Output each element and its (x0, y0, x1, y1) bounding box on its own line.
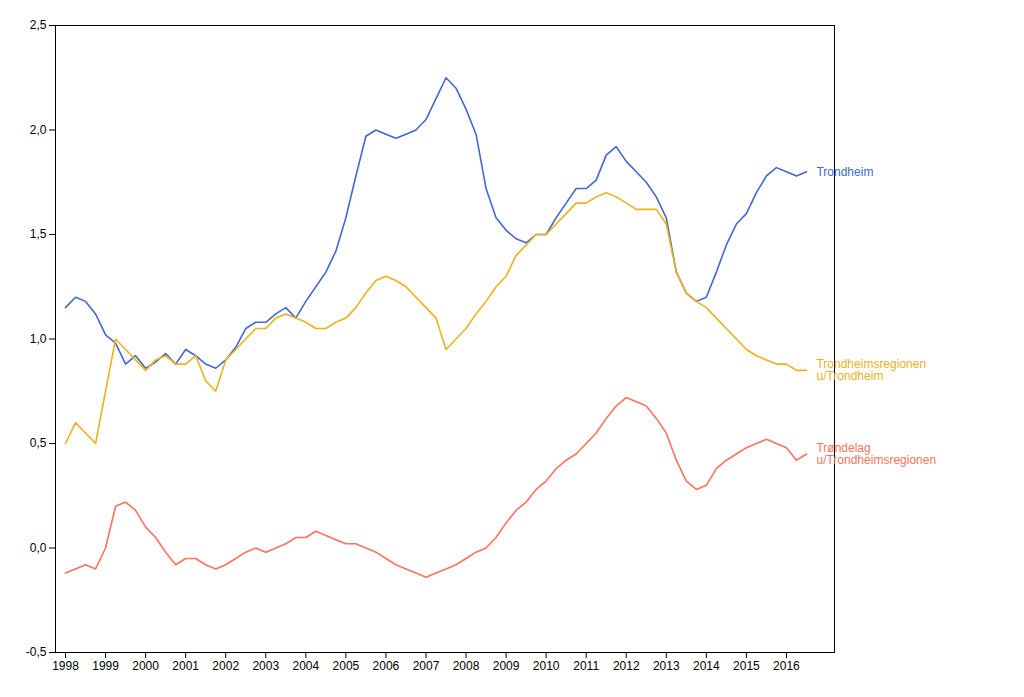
svg-text:2008: 2008 (453, 659, 480, 673)
svg-text:0,0: 0,0 (30, 541, 47, 555)
svg-text:Trondheim: Trondheim (816, 165, 873, 179)
svg-text:2001: 2001 (172, 659, 199, 673)
svg-text:2012: 2012 (613, 659, 640, 673)
svg-text:2004: 2004 (292, 659, 319, 673)
svg-text:1998: 1998 (52, 659, 79, 673)
svg-text:2003: 2003 (252, 659, 279, 673)
svg-text:Trondheimsregionenu/Trondheim: Trondheimsregionenu/Trondheim (816, 357, 926, 383)
svg-text:1,5: 1,5 (30, 227, 47, 241)
svg-text:2015: 2015 (733, 659, 760, 673)
svg-text:2014: 2014 (693, 659, 720, 673)
svg-text:2002: 2002 (212, 659, 239, 673)
svg-text:2006: 2006 (373, 659, 400, 673)
svg-text:0,5: 0,5 (30, 436, 47, 450)
svg-text:1999: 1999 (92, 659, 119, 673)
svg-text:2000: 2000 (132, 659, 159, 673)
svg-text:2011: 2011 (573, 659, 599, 673)
svg-text:2005: 2005 (333, 659, 360, 673)
svg-text:2016: 2016 (773, 659, 800, 673)
svg-text:-0,5: -0,5 (26, 645, 47, 659)
svg-text:2013: 2013 (653, 659, 680, 673)
svg-text:2010: 2010 (533, 659, 560, 673)
svg-text:Trøndelagu/Trondheimsregionen: Trøndelagu/Trondheimsregionen (816, 441, 936, 467)
svg-text:2,5: 2,5 (30, 18, 47, 32)
svg-text:2,0: 2,0 (30, 123, 47, 137)
svg-text:2009: 2009 (493, 659, 520, 673)
svg-text:1,0: 1,0 (30, 332, 47, 346)
svg-text:2007: 2007 (413, 659, 440, 673)
